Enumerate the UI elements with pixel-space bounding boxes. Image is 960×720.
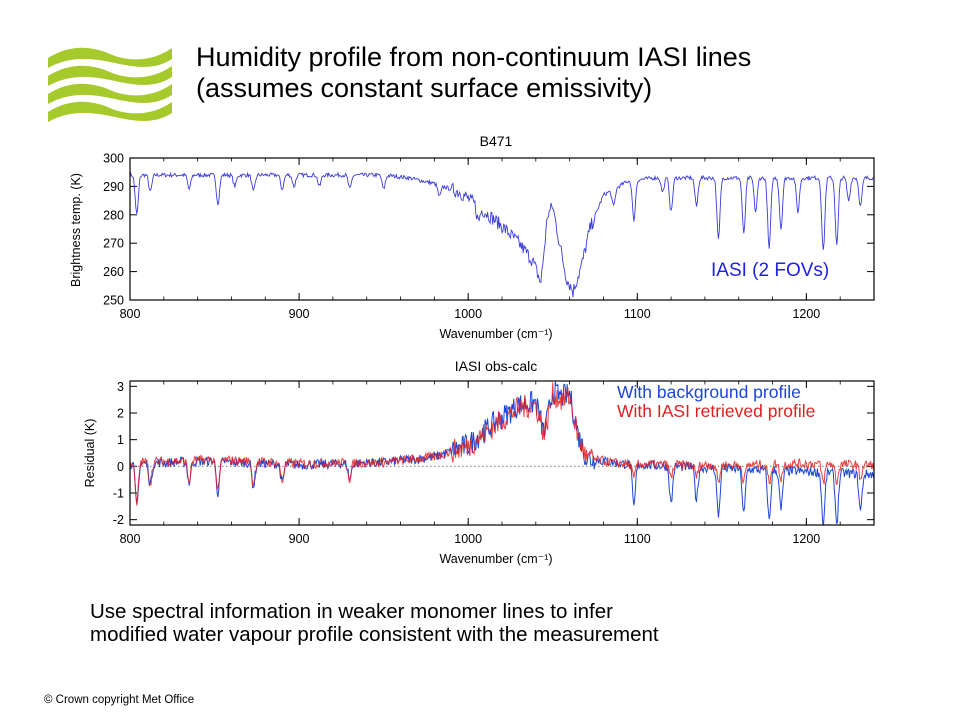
copyright-footer: © Crown copyright Met Office [44, 694, 195, 706]
x-tick-label: 1000 [454, 307, 482, 321]
series-line-1 [130, 381, 874, 525]
y-tick-label: 1 [117, 433, 124, 447]
y-tick-label: 250 [103, 294, 124, 308]
slide-title-line-2: (assumes constant surface emissivity) [196, 73, 653, 103]
x-axis-label: Wavenumber (cm⁻¹) [439, 327, 552, 341]
x-tick-label: 900 [289, 307, 310, 321]
y-tick-label: -1 [113, 487, 124, 501]
chart-title: B471 [480, 133, 513, 149]
brightness-temperature-chart: B471 Brightness temp. (K) Wavenumber (cm… [69, 133, 875, 341]
series-layer [130, 381, 874, 525]
x-tick-label: 1200 [792, 307, 820, 321]
legend-entry-retrieved: With IASI retrieved profile [617, 401, 815, 421]
chart-title: IASI obs-calc [455, 358, 537, 374]
logo-wave-1 [48, 47, 172, 68]
x-tick-label: 1100 [624, 532, 651, 546]
caption-line-1: Use spectral information in weaker monom… [90, 600, 613, 623]
y-tick-label: 260 [103, 265, 124, 279]
series-layer [130, 171, 874, 298]
slide-title-line-1: Humidity profile from non-continuum IASI… [196, 42, 752, 72]
logo-wave-4 [48, 101, 172, 122]
x-tick-label: 800 [120, 307, 141, 321]
legend-entry-background: With background profile [617, 382, 801, 402]
plot-frame [129, 380, 875, 526]
x-tick-label: 1100 [624, 307, 651, 321]
y-tick-label: 280 [103, 208, 124, 222]
logo-wave-3 [48, 83, 172, 104]
plot-frame [129, 157, 875, 301]
x-tick-label: 800 [120, 532, 141, 546]
y-tick-label: 290 [103, 180, 124, 194]
x-axis-label: Wavenumber (cm⁻¹) [439, 552, 552, 566]
y-axis-label: Brightness temp. (K) [69, 173, 83, 287]
met-office-wave-logo-icon [48, 47, 172, 122]
slide-caption: Use spectral information in weaker monom… [90, 600, 659, 646]
y-axis-label: Residual (K) [83, 419, 97, 488]
y-tick-label: 3 [117, 380, 124, 394]
y-tick-label: 2 [117, 407, 124, 421]
series-line-1 [130, 171, 874, 298]
y-tick-label: 270 [103, 237, 124, 251]
slide-title: Humidity profile from non-continuum IASI… [196, 42, 936, 104]
series-line-2 [130, 382, 874, 506]
y-tick-label: -2 [113, 513, 124, 527]
residual-chart: IASI obs-calc Residual (K) Wavenumber (c… [83, 358, 875, 566]
y-tick-label: 0 [117, 460, 124, 474]
x-tick-label: 900 [289, 532, 310, 546]
y-tick-label: 300 [103, 152, 124, 166]
tick-layer: 800 900 1000 1100 1200 250 260 270 280 290 300 [103, 152, 875, 321]
caption-line-2: modified water vapour profile consistent… [90, 623, 659, 646]
logo-wave-2 [48, 65, 172, 86]
chart-annotation: IASI (2 FOVs) [711, 260, 829, 281]
x-tick-label: 1000 [454, 532, 482, 546]
x-tick-label: 1200 [792, 532, 820, 546]
